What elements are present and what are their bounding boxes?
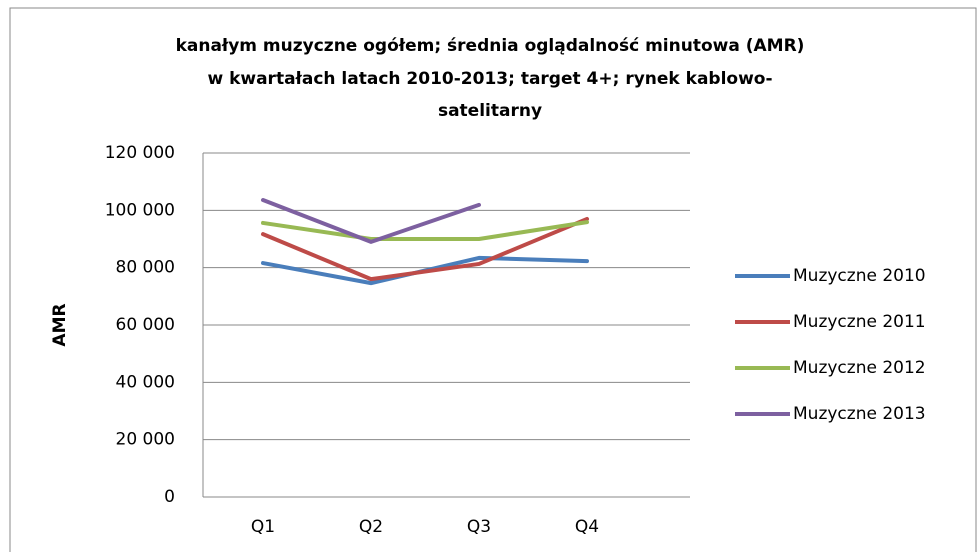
chart-title: satelitarny: [438, 101, 542, 121]
chart-frame: [9, 7, 977, 552]
y-axis-label: AMR: [50, 303, 70, 346]
y-tick-label: 80 000: [116, 258, 175, 278]
y-tick-label: 120 000: [105, 143, 175, 163]
y-tick-label: 100 000: [105, 200, 175, 220]
y-tick-label: 0: [164, 487, 175, 507]
y-tick-label: 20 000: [116, 430, 175, 450]
legend-label: Muzyczne 2012: [793, 358, 926, 378]
y-tick-label: 60 000: [116, 315, 175, 335]
x-tick-label: Q2: [359, 517, 383, 537]
legend-label: Muzyczne 2013: [793, 404, 926, 424]
series-line: [261, 216, 589, 282]
legend-label: Muzyczne 2011: [793, 312, 926, 332]
y-tick-label: 40 000: [116, 372, 175, 392]
chart-title: w kwartałach latach 2010-2013; target 4+…: [207, 69, 772, 89]
series-line: [261, 220, 589, 241]
x-tick-label: Q1: [251, 517, 275, 537]
chart-title: kanałym muzyczne ogółem; średnia oglądal…: [176, 36, 805, 56]
series-line: [261, 198, 481, 244]
x-tick-label: Q3: [467, 517, 491, 537]
legend-label: Muzyczne 2010: [793, 266, 926, 286]
x-tick-label: Q4: [575, 517, 599, 537]
